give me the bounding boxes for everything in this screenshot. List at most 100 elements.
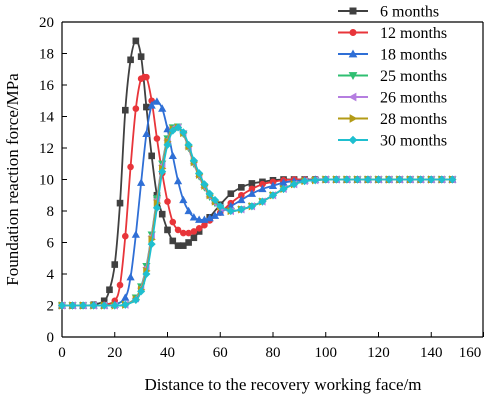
data-point xyxy=(195,225,203,232)
legend-label: 25 months xyxy=(380,68,447,85)
data-point xyxy=(173,176,183,185)
data-point xyxy=(153,135,161,142)
data-point xyxy=(247,189,257,197)
data-point xyxy=(210,195,219,204)
data-point xyxy=(279,184,288,193)
data-point xyxy=(189,156,198,165)
data-point xyxy=(122,232,129,240)
data-point xyxy=(147,240,156,249)
data-point xyxy=(127,56,134,64)
legend-item: 18 months xyxy=(338,47,447,64)
series-26-months xyxy=(57,123,456,310)
x-ticks: 0 20 40 60 80 100 120 140 160 xyxy=(58,332,484,361)
data-point xyxy=(174,123,183,132)
data-point xyxy=(290,180,299,189)
legend-item: 25 months xyxy=(338,68,447,85)
data-point xyxy=(200,180,209,189)
data-point xyxy=(190,228,198,235)
data-point xyxy=(247,202,256,211)
data-point xyxy=(395,175,404,184)
data-point xyxy=(168,151,177,160)
y-axis-title: Foundation reaction force/MPa xyxy=(3,73,22,286)
data-point xyxy=(258,197,267,206)
legend-swatch-marker xyxy=(349,28,357,36)
legend-swatch-marker xyxy=(348,72,358,80)
legend-label: 6 months xyxy=(380,4,439,21)
data-point xyxy=(148,152,155,160)
data-point xyxy=(106,286,113,294)
data-point xyxy=(147,101,156,109)
data-point xyxy=(258,184,267,193)
x-tick-label: 0 xyxy=(58,345,66,361)
data-point xyxy=(137,287,146,296)
data-point xyxy=(179,195,188,204)
series-25-months xyxy=(57,123,457,310)
data-point xyxy=(169,237,177,245)
x-tick-label: 80 xyxy=(266,345,281,361)
x-tick-label: 40 xyxy=(160,345,175,361)
data-point xyxy=(353,175,362,184)
legend: 6 months 12 months 18 months 25 months 26 mo… xyxy=(338,4,447,150)
legend-swatch-marker xyxy=(348,49,358,58)
data-point xyxy=(142,269,151,279)
data-point xyxy=(205,189,214,198)
data-point xyxy=(57,301,67,310)
data-point xyxy=(342,175,351,184)
data-point xyxy=(205,213,214,222)
x-axis-title: Distance to the recovery working face/m xyxy=(144,375,421,394)
legend-swatch-marker xyxy=(349,114,358,123)
x-tick-label: 60 xyxy=(213,345,228,361)
legend-item: 6 months xyxy=(338,4,439,21)
data-point xyxy=(110,301,119,310)
data-point xyxy=(363,175,372,184)
data-point xyxy=(300,177,309,186)
data-point xyxy=(89,301,98,310)
data-point xyxy=(216,208,225,216)
data-point xyxy=(142,129,151,138)
x-tick-label: 100 xyxy=(315,345,338,361)
y-tick-label: 12 xyxy=(39,141,54,157)
legend-label: 28 months xyxy=(380,111,447,128)
data-point xyxy=(132,37,140,45)
data-point xyxy=(268,191,278,200)
data-point xyxy=(227,190,235,197)
data-point xyxy=(100,301,109,310)
legend-label: 12 months xyxy=(380,25,447,42)
data-point xyxy=(406,175,415,184)
x-tick-label: 20 xyxy=(107,345,122,361)
x-tick-label: 160 xyxy=(459,345,482,361)
legend-swatch-marker xyxy=(348,135,358,145)
data-point xyxy=(68,301,77,310)
data-point xyxy=(126,272,135,281)
y-tick-label: 2 xyxy=(47,299,55,315)
data-point xyxy=(137,178,146,186)
data-point xyxy=(158,210,166,218)
data-point xyxy=(311,176,320,185)
plot-area: 0 20 40 60 80 100 120 140 160 0 2 4 6 8 10 12 14 16 18 20 xyxy=(39,15,484,361)
data-point xyxy=(131,295,140,305)
data-point xyxy=(437,175,446,184)
data-point xyxy=(131,230,140,238)
legend-label: 30 months xyxy=(380,133,447,150)
data-point xyxy=(111,261,119,268)
data-point xyxy=(248,180,256,187)
x-tick-label: 140 xyxy=(420,345,443,361)
data-point xyxy=(237,195,246,204)
data-point xyxy=(385,175,394,184)
data-point xyxy=(163,140,172,149)
legend-swatch-marker xyxy=(349,7,357,15)
data-point xyxy=(190,234,198,242)
data-point xyxy=(152,203,161,212)
data-point xyxy=(321,175,330,184)
data-point xyxy=(226,206,235,216)
data-point xyxy=(332,175,341,184)
data-point xyxy=(121,293,130,301)
data-point xyxy=(185,239,192,246)
data-point xyxy=(121,300,130,309)
data-point xyxy=(268,181,278,189)
data-point xyxy=(416,175,425,184)
y-tick-label: 20 xyxy=(39,15,54,31)
legend-item: 26 months xyxy=(338,90,447,107)
